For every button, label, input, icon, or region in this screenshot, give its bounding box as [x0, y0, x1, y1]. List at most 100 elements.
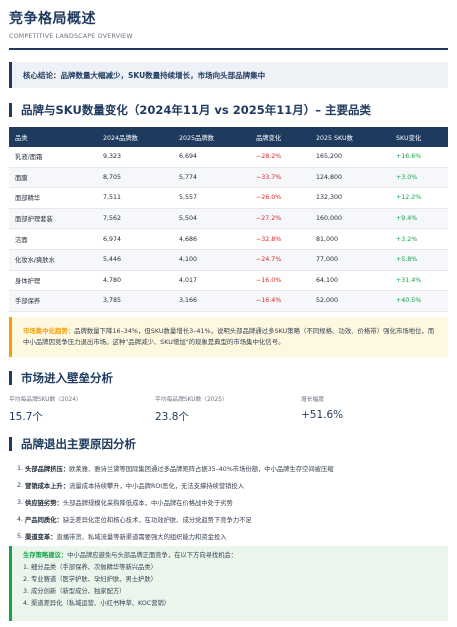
table-row: 洁面 6,974 4,686 −32.8% 81,000 +3.2% — [9, 229, 448, 250]
table-cell: 化妆水/爽肤水 — [15, 257, 55, 265]
column-header: 品牌变化 — [256, 134, 282, 142]
strategy-lead: 生存策略建议： — [23, 552, 68, 559]
item-text: 缺乏差异化定位和核心技术，在功效护肤、成分党趋势下竞争力不足 — [62, 517, 252, 525]
item-number: 2. — [17, 482, 24, 490]
table-cell: 77,000 — [316, 256, 339, 264]
metric-label: 平均每品牌SKU数（2025） — [155, 397, 228, 403]
metric-value: 23.8个 — [155, 411, 189, 423]
trend-lead: 市场集中化趋势： — [23, 326, 75, 335]
strategy-intro: 生存策略建议：中小品牌应避免与头部品牌正面竞争，在以下方向寻找机会： — [23, 550, 448, 562]
table-cell: 81,000 — [316, 235, 339, 243]
item-key: 渠道变革： — [25, 534, 57, 542]
table-cell: 4,686 — [179, 235, 198, 243]
table-cell: −26.0% — [256, 194, 282, 202]
table-cell: 面膜 — [15, 174, 28, 182]
item-text: 头部品牌规模化采购降低成本，中小品牌在价格战中处于劣势 — [62, 500, 233, 508]
metric-label: 增长幅度 — [301, 397, 325, 403]
table-cell: +3.2% — [396, 235, 418, 243]
table-cell: 52,000 — [316, 297, 339, 305]
table-cell: 3,785 — [103, 297, 122, 305]
table-cell: 3,166 — [179, 297, 198, 305]
table-cell: 132,300 — [316, 194, 343, 202]
table-cell: 洁面 — [15, 236, 28, 244]
trend-callout: 市场集中化趋势：品牌数量下降16–34%，但SKU数量增长3–41%，说明头部品… — [9, 317, 448, 357]
table-cell: 4,017 — [179, 276, 198, 284]
table-row: 乳液/面霜 9,323 6,694 −28.2% 165,200 +16.6% — [9, 147, 448, 168]
table-cell: 160,000 — [316, 215, 343, 223]
table-cell: +12.2% — [396, 194, 422, 202]
table-cell: 124,800 — [316, 173, 343, 181]
table-cell: 4,780 — [103, 276, 122, 284]
metric-value: +51.6% — [301, 409, 344, 421]
strategy-intro-text: 中小品牌应避免与头部品牌正面竞争，在以下方向寻找机会： — [67, 552, 238, 559]
item-number: 3. — [17, 499, 24, 507]
table-cell: 8,705 — [103, 173, 122, 181]
list-item: 1. 头部品牌挤压： 欧莱雅、雅诗兰黛等国际集团通过多品牌矩阵占据35–40%市场… — [9, 460, 448, 477]
metric-growth: 增长幅度 +51.6% — [301, 394, 447, 424]
table-row: 面部护理套装 7,562 5,504 −27.2% 160,000 +9.4% — [9, 208, 448, 230]
table-cell: −27.2% — [256, 215, 282, 223]
page-title: 竞争格局概述 — [9, 11, 96, 27]
list-item: 2. 专业赛道（医学护肤、孕妇护肤、男士护肤） — [23, 576, 157, 583]
table-cell: 身体护理 — [15, 277, 41, 285]
table-row: 身体护理 4,780 4,017 −16.0% 64,100 +31.4% — [9, 271, 448, 292]
table-cell: 7,562 — [103, 215, 122, 223]
table-row: 化妆水/爽肤水 5,446 4,100 −24.7% 77,000 +5.8% — [9, 249, 448, 271]
table-cell: 面部精华 — [15, 195, 41, 203]
section-heading-exit: 品牌退出主要原因分析 — [9, 437, 136, 451]
column-header: 2024品牌数 — [103, 134, 138, 142]
table-body: 乳液/面霜 9,323 6,694 −28.2% 165,200 +16.6% 面膜 8,70… — [9, 147, 448, 312]
list-item: 2. 营销成本上升： 流量成本持续攀升，中小品牌ROI恶化，无法支撑持续营销投入 — [9, 477, 448, 494]
table-cell: 5,557 — [179, 194, 198, 202]
table-cell: 7,511 — [103, 194, 122, 202]
table-cell: 乳液/面霜 — [15, 154, 43, 162]
item-text: 流量成本持续攀升，中小品牌ROI恶化，无法支撑持续营销投入 — [69, 483, 245, 491]
page-subtitle: COMPETITIVE LANDSCAPE OVERVIEW — [9, 33, 133, 40]
section-heading-barrier: 市场进入壁垒分析 — [9, 371, 113, 385]
table-cell: 9,323 — [103, 153, 122, 161]
table-cell: 165,200 — [316, 153, 343, 161]
table-cell: −24.7% — [256, 256, 282, 264]
table-cell: 5,446 — [103, 256, 122, 264]
list-item: 5. 渠道变革： 直播带货、私域流量等新渠道需要强大的组织能力和资金投入 — [9, 528, 448, 545]
exit-reasons-list: 1. 头部品牌挤压： 欧莱雅、雅诗兰黛等国际集团通过多品牌矩阵占据35–40%市场… — [9, 460, 448, 545]
table-header-row: 品类 2024品牌数 2025品牌数 品牌变化 2025 SKU数 SKU变化 — [9, 127, 448, 147]
section-heading-brand-sku: 品牌与SKU数量变化（2024年11月 vs 2025年11月）– 主要品类 — [9, 103, 371, 117]
table-cell: −16.0% — [256, 276, 282, 284]
table-cell: +5.8% — [396, 256, 418, 264]
table-cell: 面部护理套装 — [15, 216, 53, 224]
brand-sku-table: 品类 2024品牌数 2025品牌数 品牌变化 2025 SKU数 SKU变化 … — [9, 127, 448, 312]
table-cell: 6,694 — [179, 153, 198, 161]
column-header: 品类 — [15, 134, 28, 142]
core-conclusion-text: 核心结论：品牌数量大幅减少，SKU数量持续增长，市场向头部品牌集中 — [23, 70, 266, 80]
item-key: 产品同质化： — [25, 517, 63, 525]
table-row: 手部保养 3,785 3,166 −16.4% 52,000 +40.5% — [9, 291, 448, 312]
metric-sku-2025: 平均每品牌SKU数（2025） 23.8个 — [155, 394, 301, 424]
table-cell: −33.7% — [256, 173, 282, 181]
item-text: 欧莱雅、雅诗兰黛等国际集团通过多品牌矩阵占据35–40%市场份额，中小品牌生存空… — [69, 466, 334, 474]
column-header: 2025 SKU数 — [316, 134, 353, 142]
table-cell: +16.6% — [396, 153, 422, 161]
table-cell: −28.2% — [256, 153, 282, 161]
metric-value: 15.7个 — [9, 411, 43, 423]
metric-label: 平均每品牌SKU数（2024） — [9, 397, 82, 403]
column-header: SKU变化 — [396, 134, 422, 142]
table-row: 面部精华 7,511 5,557 −26.0% 132,300 +12.2% — [9, 188, 448, 209]
barrier-metrics: 平均每品牌SKU数（2024） 15.7个 平均每品牌SKU数（2025） 23… — [9, 394, 448, 424]
item-text: 直播带货、私域流量等新渠道需要强大的组织能力和资金投入 — [56, 534, 227, 542]
metric-sku-2024: 平均每品牌SKU数（2024） 15.7个 — [9, 394, 155, 424]
table-cell: −32.8% — [256, 235, 282, 243]
table-cell: 5,774 — [179, 173, 198, 181]
table-cell: 5,504 — [179, 215, 198, 223]
table-cell: 4,100 — [179, 256, 198, 264]
item-key: 供应链劣势： — [25, 500, 63, 508]
table-cell: 手部保养 — [15, 298, 41, 306]
table-cell: +9.4% — [396, 215, 418, 223]
table-row: 面膜 8,705 5,774 −33.7% 124,800 +3.0% — [9, 167, 448, 189]
table-cell: 64,100 — [316, 276, 339, 284]
table-cell: +3.0% — [396, 173, 418, 181]
trend-paragraph: 市场集中化趋势：品牌数量下降16–34%，但SKU数量增长3–41%，说明头部品… — [23, 326, 440, 349]
title-divider — [9, 48, 448, 50]
strategy-callout: 生存策略建议：中小品牌应避免与头部品牌正面竞争，在以下方向寻找机会： 1. 细分… — [9, 546, 448, 621]
